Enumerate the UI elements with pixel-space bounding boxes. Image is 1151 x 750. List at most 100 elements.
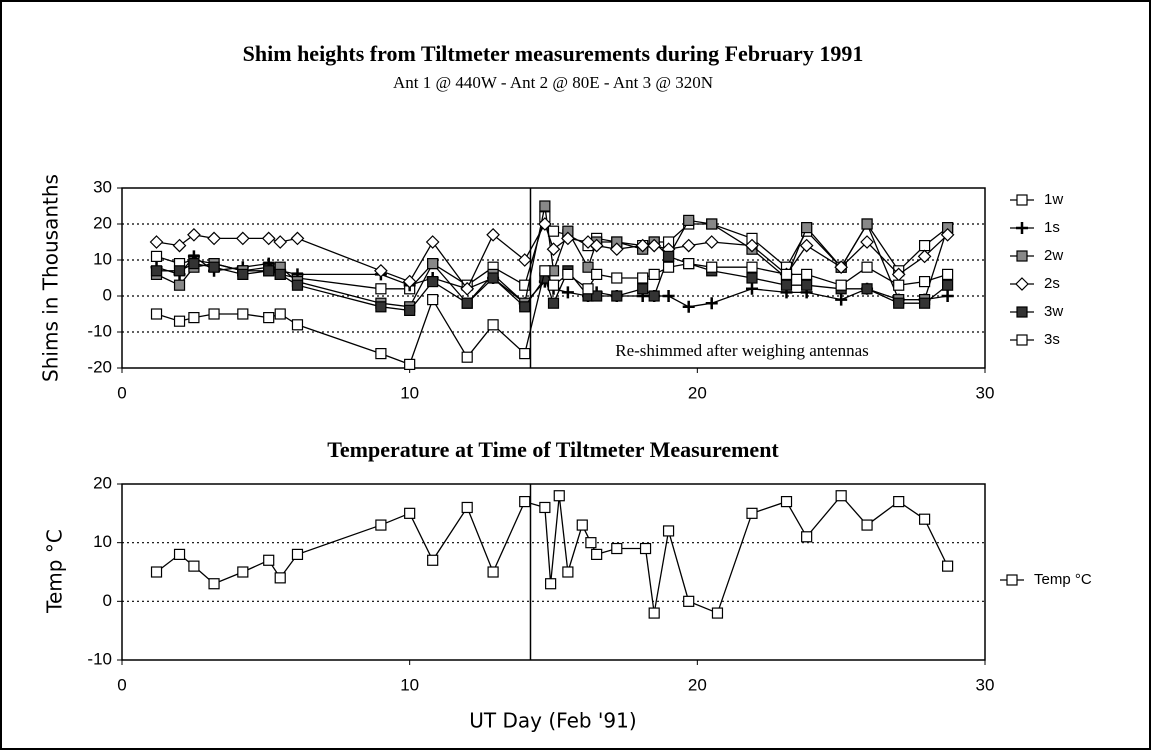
y-tick-label: 10 xyxy=(93,532,112,551)
point xyxy=(487,566,499,578)
y-tick-label: -10 xyxy=(87,321,112,340)
point xyxy=(461,351,473,363)
point xyxy=(1016,306,1028,318)
point xyxy=(261,231,276,246)
annotation: Re-shimmed after weighing antennas xyxy=(615,341,869,360)
x-tick-label: 0 xyxy=(117,383,126,402)
point xyxy=(835,293,848,306)
point xyxy=(375,519,387,531)
point xyxy=(539,265,551,277)
point xyxy=(780,279,793,291)
point xyxy=(746,272,758,284)
point xyxy=(547,279,560,291)
point xyxy=(745,282,758,295)
legend-item: 2s xyxy=(1010,275,1060,292)
point xyxy=(801,268,813,280)
point xyxy=(375,348,387,360)
point xyxy=(150,250,163,262)
point xyxy=(173,279,186,291)
point-shape xyxy=(662,290,675,302)
point xyxy=(746,261,758,273)
point xyxy=(519,496,531,508)
y-tick-label: 10 xyxy=(93,249,112,268)
point xyxy=(547,225,560,237)
point xyxy=(860,235,874,249)
point xyxy=(648,268,660,280)
plot-area xyxy=(121,483,986,661)
point xyxy=(746,507,758,519)
point xyxy=(704,235,719,249)
point xyxy=(918,240,931,252)
point xyxy=(861,519,873,531)
point xyxy=(609,242,624,257)
y-tick-label: 30 xyxy=(93,177,112,196)
legend-label: 1w xyxy=(1044,191,1063,208)
point xyxy=(1006,574,1018,586)
point xyxy=(917,249,932,264)
point xyxy=(801,531,813,543)
point xyxy=(546,242,561,257)
point xyxy=(427,554,439,566)
point xyxy=(486,227,500,242)
point-shape xyxy=(745,282,758,295)
point xyxy=(893,297,905,309)
point xyxy=(517,253,532,267)
x-tick-label: 30 xyxy=(976,383,995,402)
point xyxy=(375,283,387,295)
legend-label: 2s xyxy=(1044,275,1060,292)
point xyxy=(639,542,652,555)
point xyxy=(150,566,163,578)
point xyxy=(263,554,275,566)
x-tick-label: 0 xyxy=(117,675,126,694)
chart-title: Shim heights from Tiltmeter measurements… xyxy=(243,41,864,66)
point xyxy=(683,595,695,607)
point xyxy=(539,501,551,514)
point xyxy=(173,548,186,561)
point xyxy=(682,300,695,313)
point xyxy=(585,537,597,549)
point xyxy=(711,607,724,619)
legend-item: 3s xyxy=(1010,331,1060,348)
point xyxy=(683,258,695,270)
point-shape xyxy=(561,286,574,299)
x-tick-label: 20 xyxy=(688,675,707,694)
point xyxy=(705,297,718,310)
point-shape xyxy=(1016,222,1028,234)
point xyxy=(591,548,603,561)
point xyxy=(404,304,416,316)
legend-item: 1s xyxy=(1010,219,1060,236)
point xyxy=(461,501,473,514)
point xyxy=(404,358,416,370)
point xyxy=(835,279,847,291)
point xyxy=(187,227,201,242)
point xyxy=(427,294,439,306)
point xyxy=(801,279,813,291)
point xyxy=(425,235,440,249)
point xyxy=(591,268,603,280)
point xyxy=(562,566,574,578)
point xyxy=(942,560,954,572)
legend-item: 2w xyxy=(1010,247,1063,264)
point xyxy=(1016,222,1028,234)
point xyxy=(861,218,873,230)
point xyxy=(1016,334,1028,346)
point xyxy=(681,238,696,253)
point xyxy=(237,308,249,320)
point xyxy=(263,312,275,324)
point xyxy=(780,268,793,280)
y-tick-label: 20 xyxy=(93,473,112,492)
point xyxy=(637,272,649,284)
y-axis-label: Shims in Thousanths xyxy=(39,174,63,382)
point xyxy=(637,283,649,295)
point xyxy=(835,490,847,502)
y-tick-label: 20 xyxy=(93,213,112,232)
point xyxy=(861,261,873,273)
y-tick-label: 0 xyxy=(103,591,112,610)
point xyxy=(235,231,250,246)
point xyxy=(683,214,695,226)
x-tick-label: 30 xyxy=(976,675,995,694)
point xyxy=(553,490,565,502)
x-tick-label: 10 xyxy=(400,675,419,694)
chart-title: Temperature at Time of Tiltmeter Measure… xyxy=(327,437,779,462)
